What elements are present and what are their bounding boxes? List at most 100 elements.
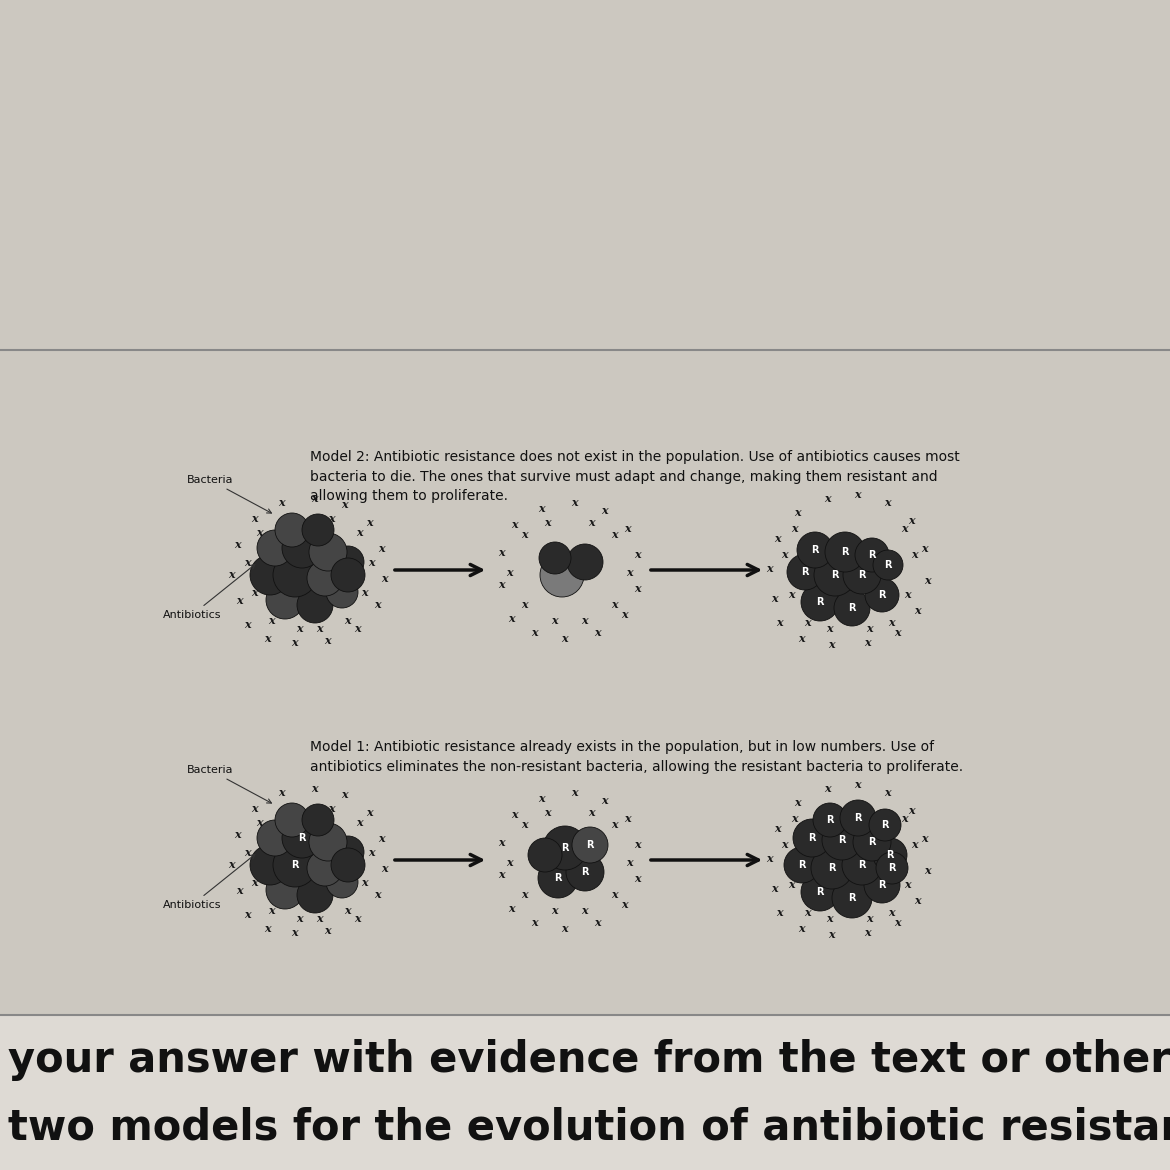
Text: R: R bbox=[828, 863, 835, 873]
Text: x: x bbox=[799, 922, 805, 934]
Text: x: x bbox=[297, 622, 303, 633]
Text: x: x bbox=[827, 622, 833, 633]
Text: x: x bbox=[256, 526, 263, 537]
Text: R: R bbox=[841, 548, 848, 557]
Text: R: R bbox=[831, 570, 839, 580]
Text: x: x bbox=[772, 592, 778, 604]
Text: x: x bbox=[904, 590, 911, 600]
Text: x: x bbox=[902, 523, 908, 534]
Circle shape bbox=[250, 845, 290, 885]
Text: x: x bbox=[794, 797, 801, 807]
Circle shape bbox=[873, 550, 903, 580]
Circle shape bbox=[567, 544, 603, 580]
Text: x: x bbox=[627, 566, 633, 578]
Text: x: x bbox=[915, 605, 921, 615]
Text: x: x bbox=[799, 633, 805, 644]
Text: R: R bbox=[798, 860, 806, 870]
Circle shape bbox=[811, 847, 853, 889]
Text: x: x bbox=[245, 847, 252, 858]
Text: x: x bbox=[252, 586, 259, 598]
Text: x: x bbox=[625, 812, 632, 824]
Text: Antibiotics: Antibiotics bbox=[163, 854, 255, 910]
Text: x: x bbox=[911, 550, 918, 560]
Text: Model 1: Antibiotic resistance already exists in the population, but in low numb: Model 1: Antibiotic resistance already e… bbox=[310, 739, 963, 773]
Text: x: x bbox=[855, 489, 861, 500]
Text: x: x bbox=[601, 504, 608, 516]
Circle shape bbox=[273, 553, 317, 597]
Text: x: x bbox=[345, 904, 351, 915]
Text: x: x bbox=[924, 865, 931, 875]
Text: x: x bbox=[545, 516, 551, 528]
Text: x: x bbox=[284, 512, 291, 523]
Text: x: x bbox=[634, 873, 641, 883]
Text: R: R bbox=[581, 867, 589, 878]
Circle shape bbox=[543, 826, 587, 870]
Text: R: R bbox=[868, 550, 876, 560]
Text: x: x bbox=[794, 507, 801, 517]
Text: x: x bbox=[889, 617, 895, 627]
Text: R: R bbox=[291, 860, 298, 870]
Text: x: x bbox=[625, 523, 632, 534]
Text: x: x bbox=[379, 833, 385, 844]
Text: x: x bbox=[865, 928, 872, 938]
Circle shape bbox=[528, 838, 562, 872]
Circle shape bbox=[832, 878, 872, 918]
Text: x: x bbox=[366, 806, 373, 818]
Text: x: x bbox=[311, 783, 318, 793]
Text: x: x bbox=[245, 557, 252, 567]
Text: R: R bbox=[854, 813, 862, 823]
Text: x: x bbox=[325, 924, 331, 936]
Circle shape bbox=[326, 576, 358, 608]
Circle shape bbox=[865, 578, 899, 612]
Text: x: x bbox=[895, 916, 901, 928]
Text: x: x bbox=[552, 614, 558, 626]
Circle shape bbox=[309, 534, 347, 571]
Text: x: x bbox=[766, 563, 773, 573]
Text: x: x bbox=[581, 904, 589, 915]
Text: x: x bbox=[782, 550, 789, 560]
Text: R: R bbox=[826, 815, 834, 825]
Circle shape bbox=[331, 558, 365, 592]
Text: x: x bbox=[902, 812, 908, 824]
Text: x: x bbox=[522, 819, 529, 831]
Text: x: x bbox=[562, 633, 569, 644]
Text: R: R bbox=[811, 545, 819, 555]
Text: x: x bbox=[865, 638, 872, 648]
Text: x: x bbox=[612, 599, 618, 611]
Text: x: x bbox=[381, 572, 388, 584]
Circle shape bbox=[793, 819, 831, 856]
Circle shape bbox=[787, 555, 823, 590]
Text: R: R bbox=[555, 873, 562, 883]
Text: x: x bbox=[612, 819, 618, 831]
Text: Model 2: Antibiotic resistance does not exist in the population. Use of antibiot: Model 2: Antibiotic resistance does not … bbox=[310, 450, 959, 503]
Text: x: x bbox=[329, 803, 336, 813]
Text: x: x bbox=[634, 583, 641, 593]
Text: x: x bbox=[922, 833, 928, 844]
Text: x: x bbox=[562, 922, 569, 934]
Text: R: R bbox=[562, 844, 569, 853]
Text: x: x bbox=[792, 812, 798, 824]
Text: x: x bbox=[911, 840, 918, 851]
Text: R: R bbox=[868, 837, 876, 847]
Text: x: x bbox=[909, 805, 915, 815]
Text: x: x bbox=[828, 640, 835, 651]
Text: x: x bbox=[381, 862, 388, 874]
Circle shape bbox=[297, 587, 333, 622]
Circle shape bbox=[853, 823, 892, 861]
Text: x: x bbox=[498, 837, 505, 847]
Text: x: x bbox=[777, 907, 783, 917]
Text: x: x bbox=[379, 543, 385, 553]
Text: x: x bbox=[805, 907, 811, 917]
Text: x: x bbox=[766, 853, 773, 863]
Text: x: x bbox=[236, 594, 243, 606]
Text: R: R bbox=[848, 603, 855, 613]
Text: x: x bbox=[552, 904, 558, 915]
Circle shape bbox=[842, 845, 882, 885]
Circle shape bbox=[840, 800, 876, 837]
Circle shape bbox=[273, 844, 317, 887]
Circle shape bbox=[331, 848, 365, 882]
Text: x: x bbox=[828, 929, 835, 941]
Text: x: x bbox=[531, 916, 538, 928]
Text: x: x bbox=[235, 539, 241, 551]
Text: R: R bbox=[859, 860, 866, 870]
